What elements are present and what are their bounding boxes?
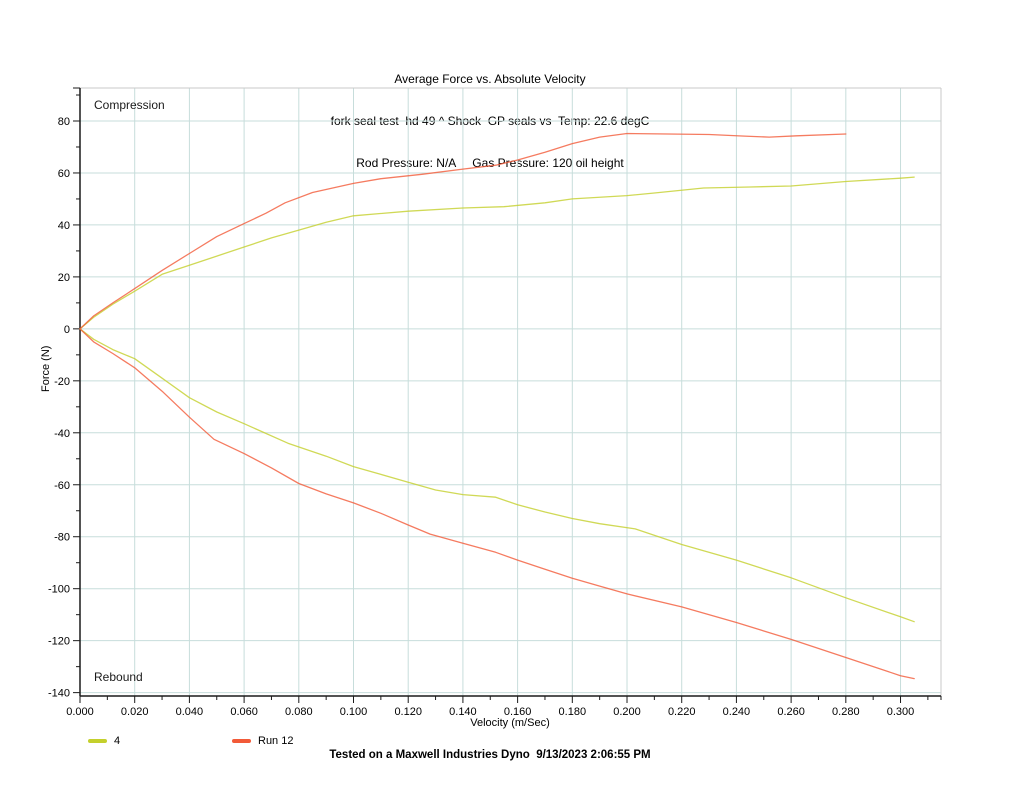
y-tick-label: -60: [54, 480, 70, 492]
x-tick-label: 0.040: [176, 706, 204, 718]
y-tick-label: -100: [48, 584, 70, 596]
footer-text: Tested on a Maxwell Industries Dyno 9/13…: [329, 749, 651, 761]
x-tick-label: 0.000: [66, 706, 94, 718]
y-tick-label: 20: [58, 272, 70, 284]
legend-item-run-12: Run 12: [232, 735, 293, 747]
chart-subtitle-2: Rod Pressure: N/A Gas Pressure: 120 oil …: [356, 156, 624, 170]
x-tick-label: 0.140: [449, 706, 477, 718]
y-tick-label: 60: [58, 168, 70, 180]
x-tick-label: 0.240: [723, 706, 751, 718]
y-tick-label: 80: [58, 116, 70, 128]
plot-area: 0.000 0.020 0.040 0.060 0.080 0.100 0.120 0.140…: [48, 87, 942, 718]
x-tick-label: 0.080: [285, 706, 313, 718]
series-run-12-rebound-line: [79, 328, 915, 680]
x-tick-label: 0.100: [340, 706, 368, 718]
x-tick-label: 0.020: [121, 706, 149, 718]
x-tick-label: 0.220: [668, 706, 696, 718]
legend-label-series-4: 4: [114, 735, 121, 747]
compression-label: Compression: [94, 98, 165, 112]
legend-label-run-12: Run 12: [258, 735, 294, 747]
series-4-rebound-line: [79, 328, 915, 623]
x-tick-label: 0.160: [504, 706, 532, 718]
y-tick-label: -80: [54, 532, 70, 544]
chart-title: Average Force vs. Absolute Velocity: [394, 72, 586, 86]
series-run-12-compression-line: [79, 132, 847, 330]
y-tick-label: -120: [48, 636, 70, 648]
x-tick-label: 0.260: [777, 706, 805, 718]
legend-swatch-run-12: [232, 739, 251, 743]
legend-swatch-series-4: [88, 739, 107, 743]
y-tick-label: -40: [54, 428, 70, 440]
rebound-label: Rebound: [94, 670, 143, 684]
x-tick-label: 0.200: [613, 706, 641, 718]
x-tick-label: 0.280: [832, 706, 860, 718]
y-tick-label: -140: [48, 688, 70, 700]
legend-item-series-4: 4: [88, 735, 120, 747]
x-axis-title: Velocity (m/Sec): [470, 717, 550, 729]
series-4-compression-line: [79, 176, 915, 330]
x-tick-label: 0.300: [887, 706, 915, 718]
y-tick-label: 40: [58, 220, 70, 232]
chart-title-block: Average Force vs. Absolute Velocity fork…: [0, 44, 980, 198]
x-tick-label: 0.060: [230, 706, 258, 718]
y-tick-label: 0: [64, 324, 70, 336]
y-tick-label: -20: [54, 376, 70, 388]
x-tick-label: 0.120: [394, 706, 422, 718]
x-tick-label: 0.180: [559, 706, 587, 718]
